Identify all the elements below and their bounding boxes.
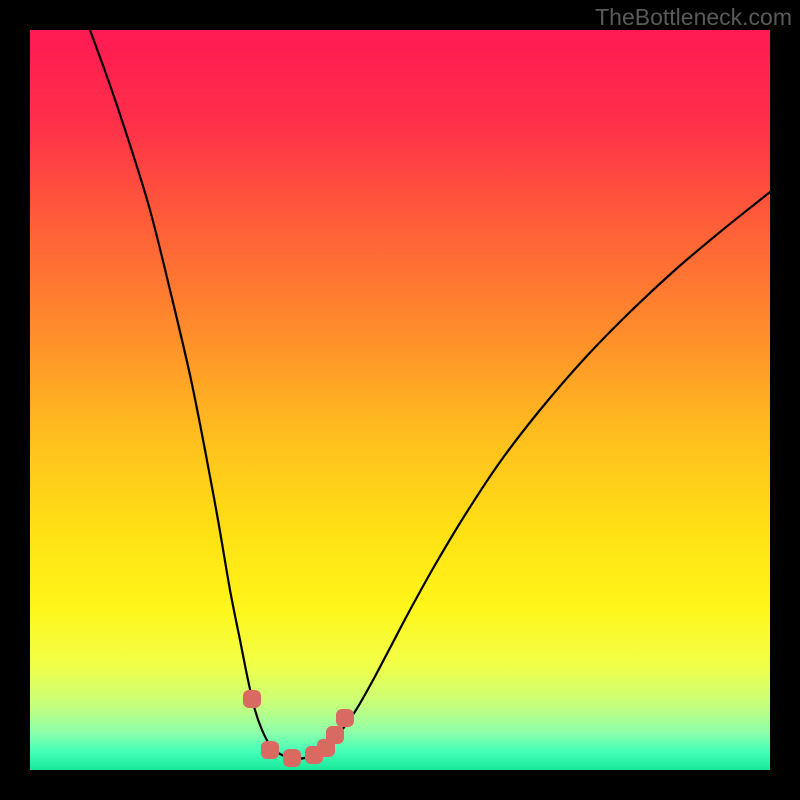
bottleneck-chart	[0, 0, 800, 800]
valley-marker	[261, 741, 279, 759]
valley-marker	[243, 690, 261, 708]
valley-marker	[326, 726, 344, 744]
valley-marker	[336, 709, 354, 727]
gradient-background	[30, 30, 770, 770]
watermark-label: TheBottleneck.com	[595, 4, 792, 31]
valley-marker	[283, 749, 301, 767]
